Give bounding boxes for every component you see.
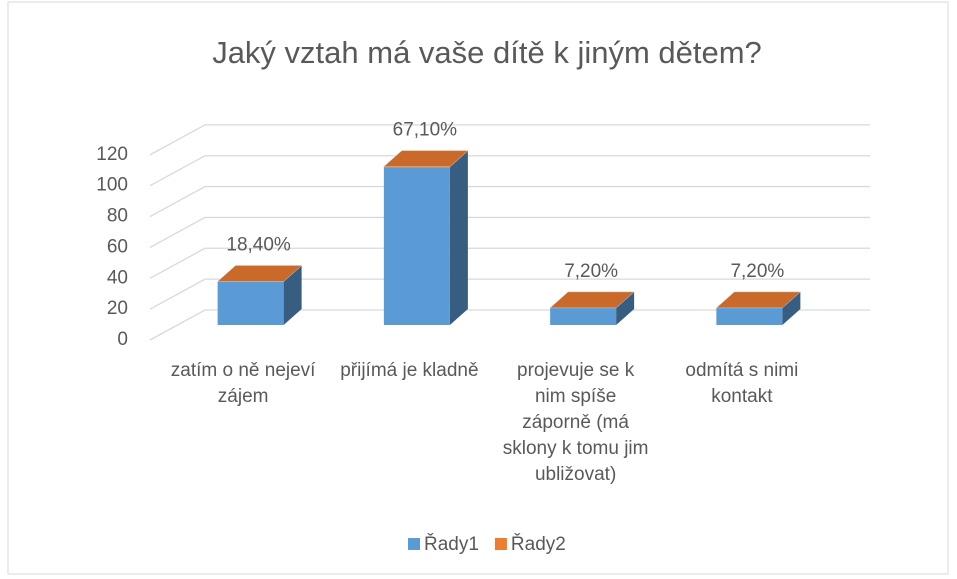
grid-line — [149, 124, 870, 156]
data-label: 7,20% — [564, 261, 618, 282]
grid-line — [149, 309, 870, 341]
chart-title: Jaký vztah má vaše dítě k jiným dětem? — [212, 35, 762, 70]
y-tick-label: 20 — [107, 298, 128, 319]
y-tick-label: 60 — [107, 236, 128, 257]
bar — [217, 281, 284, 325]
legend-swatch — [494, 538, 507, 550]
y-tick-label: 80 — [107, 206, 128, 227]
grid-line — [149, 216, 870, 248]
bar-side — [283, 265, 302, 325]
chart-border — [7, 1, 949, 575]
y-tick-label: 0 — [117, 329, 128, 350]
bar-top — [216, 265, 303, 282]
data-label: 7,20% — [730, 261, 784, 282]
y-tick-label: 100 — [96, 175, 128, 196]
bar-top — [383, 150, 469, 167]
bar — [383, 167, 450, 325]
x-tick-label: přijímá je kladně — [340, 360, 479, 381]
x-tick-label: projevuje se k nim spíše záporně (má skl… — [502, 360, 649, 485]
bar-side — [449, 151, 468, 325]
bar-side — [616, 292, 635, 325]
legend-label: Řady1 — [424, 533, 479, 555]
bar-top — [549, 291, 635, 309]
grid-line — [149, 155, 870, 187]
x-tick-label: odmítá s nimi kontakt — [685, 360, 799, 407]
data-label: 67,10% — [393, 120, 458, 141]
data-label: 18,40% — [226, 235, 291, 256]
y-tick-label: 40 — [107, 267, 128, 288]
bar-top — [715, 291, 802, 309]
legend-swatch — [408, 538, 420, 550]
x-tick-label: zatím o ně nejeví zájem — [170, 360, 316, 407]
grid-line — [149, 278, 870, 310]
bar — [716, 308, 783, 325]
y-tick-label: 120 — [96, 144, 128, 165]
bar-side — [782, 292, 801, 325]
legend-label: Řady2 — [511, 533, 566, 555]
bar — [383, 166, 450, 168]
grid-line — [149, 247, 870, 279]
bar — [550, 308, 617, 325]
grid-line — [149, 185, 870, 218]
